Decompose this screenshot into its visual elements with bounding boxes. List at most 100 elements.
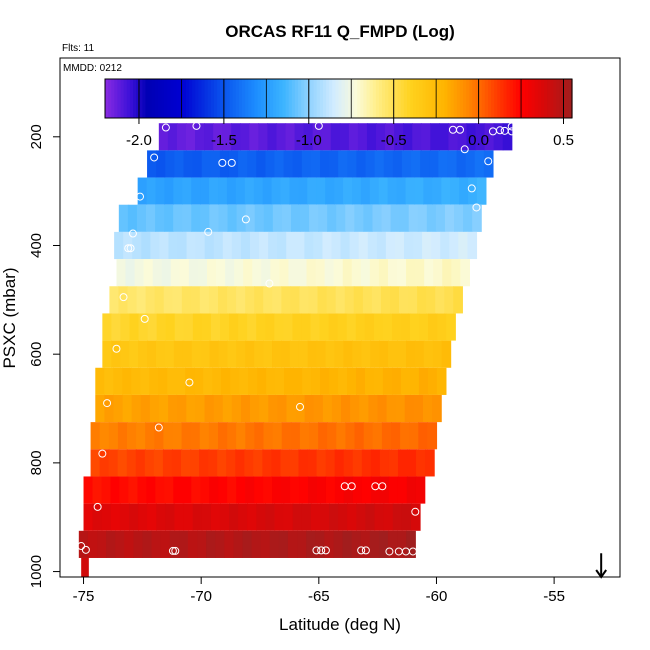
heat-cell [318,422,328,450]
heat-cell [413,231,423,260]
heat-cell [397,340,407,368]
colorbar-swatch [123,79,128,118]
data-point [296,402,304,411]
colorbar-swatch [257,79,262,118]
colorbar-swatch [189,79,193,118]
data-point [347,482,356,491]
heat-cell [140,367,150,395]
y-axis: 200 400 600 800 1000 [28,124,60,588]
heat-cell [405,177,416,205]
heat-cell [362,286,373,314]
heat-cell [181,422,192,450]
heat-cell [173,177,183,205]
heat-cell [361,340,371,368]
heat-cell [152,259,163,287]
heat-cell [106,530,116,558]
heat-cell [385,123,395,151]
colorbar-swatch [282,79,287,118]
heat-cell [454,204,464,232]
heat-cell [92,476,103,504]
heat-cell [129,503,139,531]
colorbar-tick-label: -1.0 [296,132,322,149]
heat-cell [204,394,215,423]
colorbar-swatch [556,79,561,118]
heat-cell [218,422,228,450]
heat-cell [174,313,185,341]
heat-cell [465,150,476,178]
heat-cell [387,259,398,287]
heat-cell [262,177,273,205]
heat-cell [272,204,283,232]
heat-cell [432,340,443,368]
heat-cell [415,476,426,504]
heat-cell [208,449,218,477]
heat-cell [424,259,434,287]
heat-cell [298,340,309,368]
colorbar-swatch [410,79,414,118]
heat-cell [311,367,321,395]
heat-cell [316,449,327,477]
heat-cell [165,150,175,178]
heat-cell [108,449,119,477]
colorbar-swatch [363,79,368,118]
heat-cell [110,476,121,504]
heat-cell [231,394,242,423]
colorbar-swatch [494,79,498,118]
heat-cell [428,313,438,341]
heat-cell [111,313,122,341]
heat-cell [158,123,169,151]
heat-cell [137,177,148,205]
heat-cell [283,503,294,531]
heat-cell [441,177,451,205]
heat-cell [195,231,206,260]
heat-cell [343,177,353,205]
colorbar-swatch [173,79,178,118]
heat-cell [302,367,312,395]
heat-cell [128,476,138,504]
heat-cell [360,177,371,205]
colorbar-swatch [129,79,134,118]
colorbar-swatch [478,79,483,118]
heat-cell [356,150,367,178]
heat-cell [199,449,209,477]
x-tick-label: -75 [73,588,95,605]
colorbar-swatch [469,79,473,118]
heat-cell [413,394,424,423]
heat-cell [277,231,287,260]
heat-cell [155,204,165,232]
heat-cell [120,340,130,368]
heat-cell [322,394,333,423]
heat-cell [234,259,244,287]
data-point [385,547,394,556]
heat-cell [90,422,101,450]
colorbar-swatch [550,79,554,118]
data-point [507,127,516,136]
heat-cell [309,204,319,232]
heat-cell [343,449,354,477]
heat-cell [431,231,441,260]
heat-cell [397,476,408,504]
heat-cell [365,503,376,531]
data-point [317,546,326,555]
heat-cell [292,313,303,341]
heat-cell [346,313,357,341]
data-point [227,158,236,167]
heat-cell [410,503,421,531]
heat-cell [438,150,449,178]
heat-cell [373,367,384,395]
heat-cell [269,530,280,558]
heat-cell [209,204,220,232]
colorbar-swatch [310,79,315,118]
heat-cell [174,503,185,531]
colorbar-swatch [497,79,501,118]
heat-cell [126,449,137,477]
heat-cell [292,503,303,531]
heat-cell [335,286,346,314]
colorbar-swatch [192,79,196,118]
heat-cell [364,367,375,395]
colorbar-swatch [512,79,517,118]
data-point [241,215,250,224]
heat-cell [226,177,237,205]
plot-area [77,121,607,579]
heat-cell [290,286,301,314]
